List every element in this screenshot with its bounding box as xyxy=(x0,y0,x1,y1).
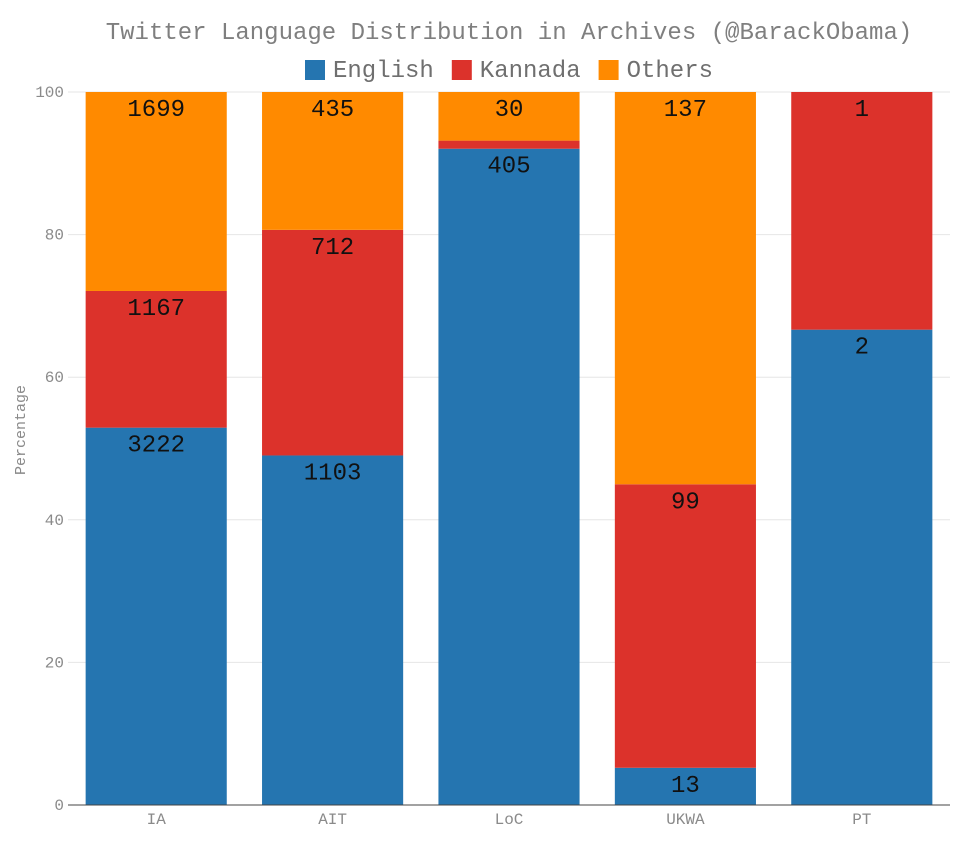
bar-value-label: 99 xyxy=(671,489,700,516)
y-axis-ticks: 0 20 40 60 80 100 xyxy=(35,84,64,815)
bar-english-loc xyxy=(438,148,580,805)
bar-value-label: 1103 xyxy=(304,460,362,487)
bar-kannada-loc xyxy=(438,140,580,149)
legend-label: English xyxy=(333,58,434,85)
y-tick-label: 100 xyxy=(35,84,64,102)
y-tick-label: 0 xyxy=(54,797,64,815)
legend: English Kannada Others xyxy=(305,58,713,85)
bar-others-loc xyxy=(438,92,580,141)
legend-swatch-kannada xyxy=(451,60,472,80)
bar-value-label: 13 xyxy=(671,773,700,800)
bar-value-label: 712 xyxy=(311,235,354,262)
bar-others-ukwa xyxy=(614,92,756,485)
legend-swatch-others xyxy=(598,60,619,80)
data-labels: 3222 1167 1699 1103 712 435 405 30 13 99 137 2 1 xyxy=(127,97,869,800)
bar-english-ukwa xyxy=(614,767,756,805)
y-tick-label: 80 xyxy=(45,227,64,245)
x-tick-label: UKWA xyxy=(666,811,705,829)
legend-label: Others xyxy=(627,58,713,85)
bar-value-label: 3222 xyxy=(127,433,185,460)
bar-kannada-pt xyxy=(791,92,933,330)
bar-kannada-ia xyxy=(85,290,227,428)
y-tick-label: 60 xyxy=(45,369,64,387)
bar-english-ait xyxy=(262,455,404,805)
bar-value-label: 2 xyxy=(855,335,869,362)
y-tick-label: 20 xyxy=(45,654,64,672)
x-tick-label: LoC xyxy=(495,811,524,829)
bar-value-label: 30 xyxy=(495,97,524,124)
bar-value-label: 1 xyxy=(855,97,869,124)
x-axis-ticks: IA AIT LoC UKWA PT xyxy=(147,811,872,829)
chart-title: Twitter Language Distribution in Archive… xyxy=(106,20,913,47)
bar-others-ia xyxy=(85,92,227,291)
bar-english-pt xyxy=(791,329,933,805)
bar-value-label: 1167 xyxy=(127,296,185,323)
bar-others-ait xyxy=(262,92,404,230)
bar-kannada-ukwa xyxy=(614,484,756,768)
y-axis-title: Percentage xyxy=(13,385,30,475)
bar-value-label: 405 xyxy=(487,154,530,181)
bar-value-label: 435 xyxy=(311,97,354,124)
x-tick-label: PT xyxy=(852,811,871,829)
bar-english-ia xyxy=(85,427,227,805)
bar-kannada-ait xyxy=(262,229,404,456)
legend-swatch-english xyxy=(305,60,325,80)
bar-value-label: 137 xyxy=(664,97,707,124)
y-tick-label: 40 xyxy=(45,512,64,530)
x-tick-label: IA xyxy=(147,811,167,829)
bar-value-label: 1699 xyxy=(127,97,185,124)
legend-label: Kannada xyxy=(480,58,581,85)
bars xyxy=(85,92,933,805)
x-tick-label: AIT xyxy=(318,811,347,829)
